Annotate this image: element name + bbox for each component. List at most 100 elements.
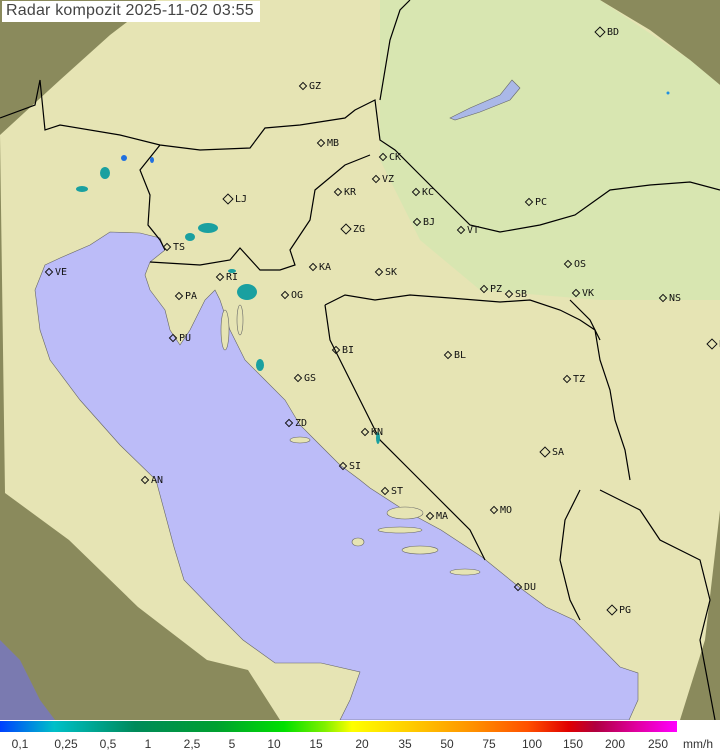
city-name: NS: [669, 293, 682, 304]
city-label: MO: [489, 505, 513, 516]
city-name: RI: [226, 272, 239, 283]
city-label: KR: [333, 187, 357, 198]
city-label: MB: [316, 138, 339, 149]
pannonian-plain: [380, 0, 720, 300]
city-name: CK: [389, 152, 402, 163]
city-marker-icon: [489, 505, 499, 515]
city-label: ZD: [284, 418, 308, 429]
city-label: PA: [174, 291, 198, 302]
legend-label: 150: [562, 737, 584, 751]
city-marker-icon: [215, 272, 225, 282]
city-label: AN: [140, 475, 164, 486]
city-marker-icon: [331, 345, 341, 355]
city-marker-icon: [562, 374, 572, 384]
city-marker-icon: [293, 373, 303, 383]
city-marker-icon: [658, 293, 668, 303]
city-name: LJ: [235, 194, 248, 205]
city-name: MO: [500, 505, 513, 516]
city-marker-icon: [316, 138, 326, 148]
city-marker-icon: [456, 225, 466, 235]
city-marker-icon: [412, 217, 422, 227]
city-name: ZG: [353, 224, 366, 235]
legend-label: 15: [309, 737, 323, 751]
city-marker-icon: [280, 290, 290, 300]
city-marker-icon: [222, 193, 234, 205]
legend-label: 50: [440, 737, 454, 751]
city-name: KC: [422, 187, 435, 198]
city-marker-icon: [333, 187, 343, 197]
legend-color-scale: [0, 721, 677, 732]
city-label: GS: [293, 373, 316, 384]
city-marker-icon: [168, 333, 178, 343]
city-label: NS: [658, 293, 682, 304]
city-name: ST: [391, 486, 404, 497]
city-label: VK: [571, 289, 594, 299]
legend-label: 100: [521, 737, 543, 751]
city-label: SA: [539, 446, 565, 458]
city-marker-icon: [479, 284, 489, 294]
city-name: BI: [342, 345, 355, 356]
city-marker-icon: [524, 197, 534, 207]
city-name: OG: [291, 290, 304, 301]
legend-label: 20: [355, 737, 369, 751]
city-name: PU: [179, 333, 192, 344]
city-marker-icon: [44, 267, 54, 277]
city-marker-icon: [606, 604, 618, 616]
legend-label: 1: [144, 737, 152, 751]
city-label: SK: [374, 268, 397, 278]
city-marker-icon: [443, 350, 453, 360]
legend-label: 5: [228, 737, 236, 751]
city-name: SA: [552, 447, 565, 458]
city-label: BL: [443, 350, 467, 361]
city-name: SB: [515, 289, 528, 300]
city-name: KR: [344, 187, 357, 198]
legend-label: 0,25: [54, 737, 78, 751]
city-marker-icon: [513, 582, 523, 592]
city-label: BI: [331, 345, 355, 356]
city-label: GZ: [298, 82, 321, 92]
city-label: MA: [425, 512, 448, 522]
city-label: CK: [378, 152, 402, 163]
city-label: KA: [308, 262, 331, 273]
city-label: TS: [162, 242, 185, 253]
city-marker-icon: [284, 418, 294, 428]
city-marker-icon: [308, 262, 318, 272]
radar-map[interactable]: [0, 0, 720, 720]
legend-label: 0,1: [11, 737, 29, 751]
precipitation-legend: 0,1 0,25 0,5 1 2,5 5 10 15 20 35 50 75 100 150 200 250 …: [0, 720, 720, 751]
city-label: VZ: [371, 174, 394, 185]
city-label: KC: [411, 187, 435, 198]
city-marker-icon: [594, 26, 606, 38]
city-marker-icon: [174, 291, 184, 301]
map-title: Radar kompozit 2025-11-02 03:55: [2, 1, 260, 22]
city-label: VT: [456, 225, 480, 236]
tyrrhenian-sea: [0, 640, 55, 720]
radar-echoes: [76, 91, 670, 444]
legend-label: 200: [604, 737, 626, 751]
city-name: ZD: [295, 418, 308, 429]
city-marker-icon: [539, 446, 551, 458]
city-label: KN: [360, 427, 383, 438]
city-marker-icon: [360, 427, 370, 437]
city-name: VT: [467, 225, 480, 236]
city-marker-icon: [371, 174, 381, 184]
city-label: SI: [338, 462, 361, 472]
legend-label: 0,5: [99, 737, 117, 751]
legend-unit: mm/h: [683, 737, 713, 751]
islands: [220, 304, 481, 576]
city-name: PA: [185, 291, 198, 302]
legend-label: 35: [398, 737, 412, 751]
city-label: DU: [513, 582, 536, 593]
city-label: BD: [594, 26, 619, 38]
city-name: AN: [151, 475, 164, 486]
city-label: LJ: [222, 193, 248, 205]
city-marker-icon: [380, 486, 390, 496]
city-marker-icon: [162, 242, 172, 252]
city-name: OS: [574, 259, 587, 270]
city-label: BJ: [412, 217, 435, 228]
city-marker-icon: [140, 475, 150, 485]
city-name: BL: [454, 350, 467, 361]
city-name: PZ: [490, 284, 503, 295]
legend-label: 250: [647, 737, 669, 751]
